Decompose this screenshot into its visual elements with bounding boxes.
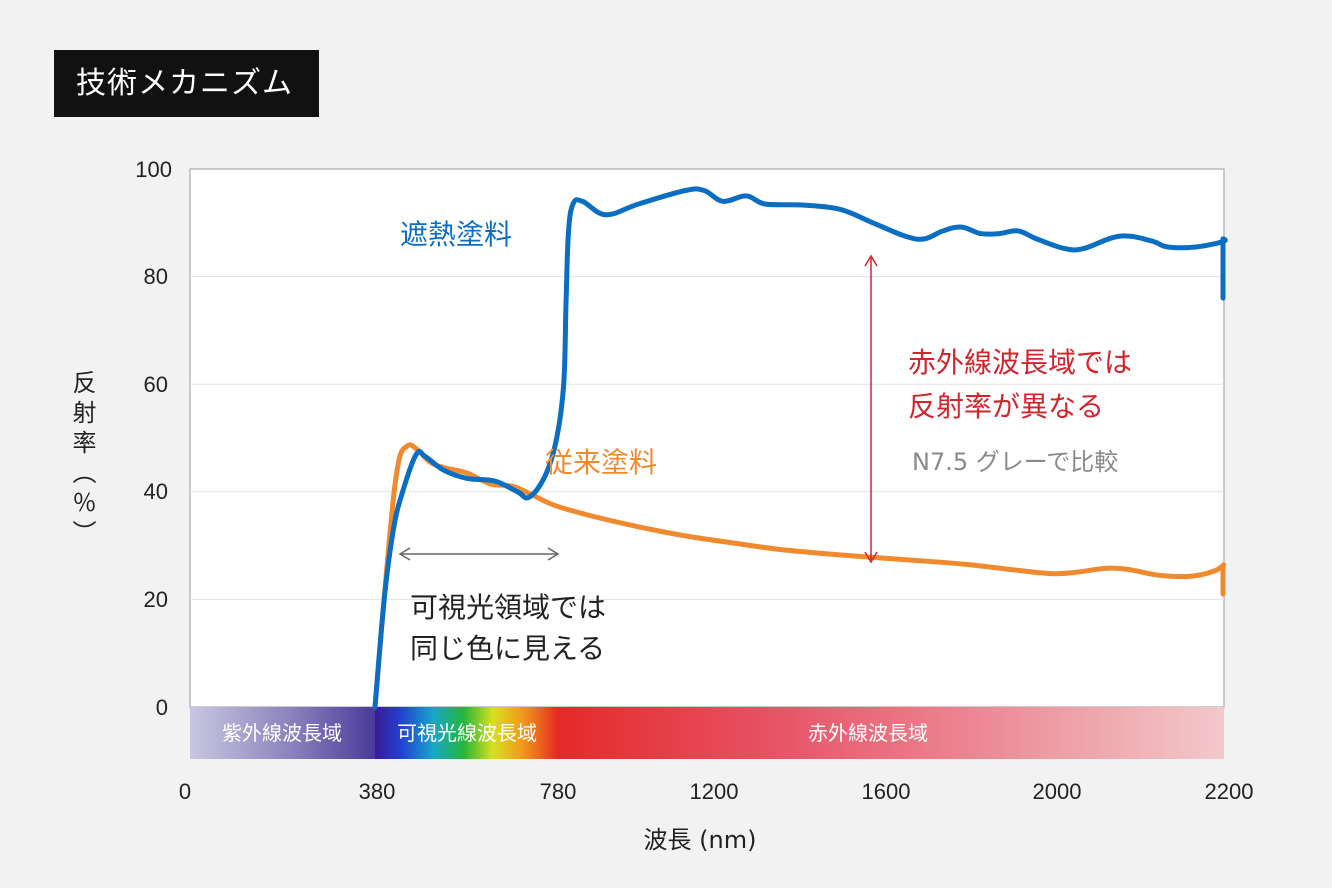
x-tick-label: 780 [540, 779, 577, 804]
arrow-head-down [864, 551, 878, 564]
arrow-head-right [547, 547, 560, 561]
band-label-visible: 可視光線波長域 [397, 721, 537, 745]
x-tick-label: 0 [179, 779, 191, 804]
uv-band [190, 707, 375, 759]
infrared-annotation: 赤外線波長域では 反射率が異なる N7.5 グレーで比較 [864, 254, 1132, 564]
y-tick-label: 60 [144, 372, 168, 397]
y-tick-label: 80 [144, 264, 168, 289]
band-label-uv: 紫外線波長域 [222, 721, 342, 745]
y-tick-label: 20 [144, 587, 168, 612]
x-axis-title: 波長 (nm) [644, 826, 757, 854]
infrared-note-line2: 反射率が異なる [908, 390, 1104, 423]
visible-range-annotation: 可視光領域では 同じ色に見える [398, 547, 606, 665]
infrared-band [559, 707, 1224, 759]
x-tick-label: 2000 [1033, 779, 1082, 804]
series-label-conventional: 従来塗料 [545, 446, 657, 479]
y-axis-title: 反射率（％） [68, 370, 96, 550]
comparison-note: N7.5 グレーで比較 [912, 448, 1118, 476]
infrared-note-line1: 赤外線波長域では [908, 346, 1132, 379]
gridlines [190, 276, 1224, 600]
visible-note-line1: 可視光領域では [410, 591, 606, 624]
page-title: 技術メカニズム [54, 50, 319, 117]
series-label-heat: 遮熱塗料 [400, 218, 512, 251]
arrow-head-left [398, 547, 411, 561]
series-line-heat [372, 186, 1228, 710]
x-tick-label: 1600 [862, 779, 911, 804]
band-label-infrared: 赤外線波長域 [808, 721, 928, 745]
y-tick-label: 0 [156, 695, 168, 720]
plot-area [189, 168, 1225, 708]
x-tick-label: 1200 [690, 779, 739, 804]
y-tick-label: 100 [135, 157, 172, 182]
visible-note-line2: 同じ色に見える [410, 632, 605, 665]
arrow-head-up [864, 254, 878, 267]
x-axis-ticks: 0 380 780 1200 1600 2000 2200 [179, 779, 1254, 804]
visible-band [375, 707, 559, 759]
spectral-bands: 紫外線波長域 可視光線波長域 赤外線波長域 [190, 707, 1224, 759]
x-tick-label: 380 [359, 779, 396, 804]
y-tick-label: 40 [144, 479, 168, 504]
x-tick-label: 2200 [1205, 779, 1254, 804]
y-axis-ticks: 0 20 40 60 80 100 [135, 157, 172, 720]
